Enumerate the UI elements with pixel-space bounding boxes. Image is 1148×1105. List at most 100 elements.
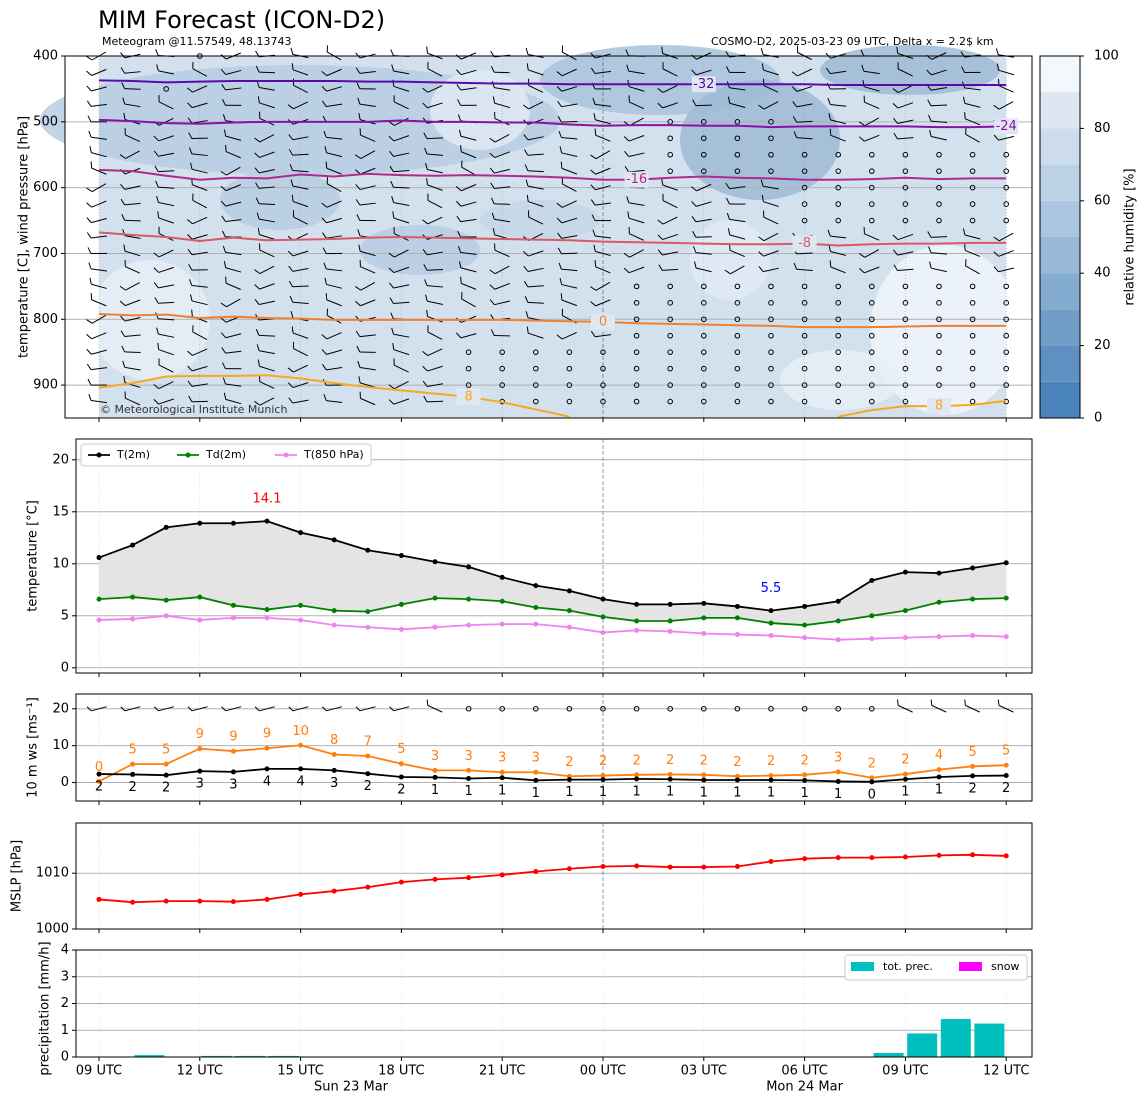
wind-barb xyxy=(993,266,1015,273)
wind-barb-flag xyxy=(254,269,261,275)
wind-barb-flag xyxy=(892,88,899,93)
wind-barb-shaft xyxy=(460,267,477,273)
wind-barb xyxy=(993,101,1014,110)
wind-barb xyxy=(187,248,208,256)
wind-barb-shaft xyxy=(393,301,410,304)
wind-barb-flag xyxy=(863,95,865,103)
wind-barb-flag xyxy=(321,217,327,224)
wind-barb-flag xyxy=(758,266,764,272)
calm-wind-marker xyxy=(869,201,875,207)
calm-wind-marker xyxy=(633,300,640,306)
wind-barb-shaft xyxy=(527,153,544,156)
wind-barb-shaft xyxy=(427,216,443,225)
wind-barb xyxy=(355,330,376,338)
data-point xyxy=(298,617,304,623)
calm-wind-marker xyxy=(701,398,707,405)
wind-barb xyxy=(88,262,107,272)
wind-barb xyxy=(964,699,981,713)
wind-barb-shaft xyxy=(393,170,410,173)
wind-barb-flag xyxy=(590,169,596,175)
wind-barb xyxy=(892,84,913,93)
isotherm-line xyxy=(98,313,1007,329)
wind-barb-shaft xyxy=(225,282,241,290)
wind-barb-flag xyxy=(87,247,92,254)
wind-barb-flag xyxy=(557,115,562,123)
isotherm-label-bg xyxy=(624,171,649,188)
wind-barb-flag xyxy=(120,330,126,337)
wind-barb-flag xyxy=(829,128,832,136)
wind-barb-shaft xyxy=(393,706,410,712)
wind-barb-flag xyxy=(325,161,328,169)
wind-barb xyxy=(388,117,409,126)
wind-barb-shaft xyxy=(91,235,107,239)
wind-barb-flag xyxy=(828,244,831,252)
wind-barb-shaft xyxy=(124,366,141,371)
data-point xyxy=(230,520,236,526)
calm-wind-marker xyxy=(869,382,875,388)
wind-barb-shaft xyxy=(225,219,242,223)
isotherm-label: -24 xyxy=(996,119,1017,134)
data-point xyxy=(365,609,371,615)
wind-barb-flag xyxy=(119,285,126,291)
wind-barb-flag xyxy=(460,145,462,152)
wind-barb-shaft xyxy=(662,216,678,225)
calm-wind-marker xyxy=(936,365,942,372)
wind-barb xyxy=(623,266,645,274)
wind-barb-flag xyxy=(86,55,93,61)
wind-barb-shaft xyxy=(191,285,208,288)
calm-wind-marker xyxy=(633,382,640,388)
data-point xyxy=(835,778,841,784)
data-point xyxy=(230,615,236,621)
calm-wind-marker xyxy=(1003,217,1010,224)
max-temp-annotation: 14.1 xyxy=(253,492,282,507)
wind-barb-shaft xyxy=(125,397,141,406)
wind-barb xyxy=(528,210,544,225)
wind-barb-shaft xyxy=(897,268,914,272)
wind-barb xyxy=(220,200,242,207)
wind-barb-shaft xyxy=(124,250,141,257)
wind-barb-flag xyxy=(221,84,226,91)
data-label: 1 xyxy=(767,785,775,800)
y-tick-label: 1000 xyxy=(36,922,69,937)
wind-barb xyxy=(426,699,443,713)
wind-barb xyxy=(793,262,813,272)
wind-barb-flag xyxy=(393,226,395,234)
data-point xyxy=(130,542,136,548)
wind-barb-shaft xyxy=(91,332,107,340)
wind-barb-flag xyxy=(186,87,193,93)
data-point xyxy=(902,776,908,782)
wind-barb-flag xyxy=(86,348,92,355)
wind-barb-shaft xyxy=(494,134,510,143)
wind-barb-shaft xyxy=(998,267,1015,273)
data-point xyxy=(701,777,707,783)
wind-barb-flag xyxy=(288,134,294,141)
wind-barb xyxy=(355,706,376,712)
data-point xyxy=(499,775,505,781)
data-point xyxy=(600,777,606,783)
calm-wind-marker xyxy=(734,382,741,388)
calm-wind-marker xyxy=(869,365,875,372)
data-point xyxy=(734,777,740,783)
wind-barb-shaft xyxy=(393,101,409,110)
calm-wind-marker xyxy=(701,705,707,712)
wind-barb-shaft xyxy=(225,184,242,192)
legend: tot. prec. snow xyxy=(844,954,1028,981)
data-point xyxy=(163,898,169,904)
wind-barb-shaft xyxy=(258,203,276,205)
wind-barb xyxy=(829,260,846,274)
wind-barb-shaft xyxy=(326,136,343,140)
data-point xyxy=(398,601,404,607)
wind-barb-flag xyxy=(256,80,260,88)
wind-barb-flag xyxy=(457,245,462,253)
colorbar-band xyxy=(1040,273,1080,310)
calm-wind-marker xyxy=(801,382,808,388)
wind-barb-shaft xyxy=(494,186,511,189)
wind-barb xyxy=(460,145,477,159)
wind-barb xyxy=(124,259,141,274)
data-label: 1 xyxy=(800,786,808,801)
wind-barb-flag xyxy=(153,252,160,258)
wind-barb xyxy=(456,69,477,76)
isotherm-label: 8 xyxy=(935,399,943,414)
wind-barb-flag xyxy=(187,234,193,240)
wind-barb-shaft xyxy=(527,185,544,190)
